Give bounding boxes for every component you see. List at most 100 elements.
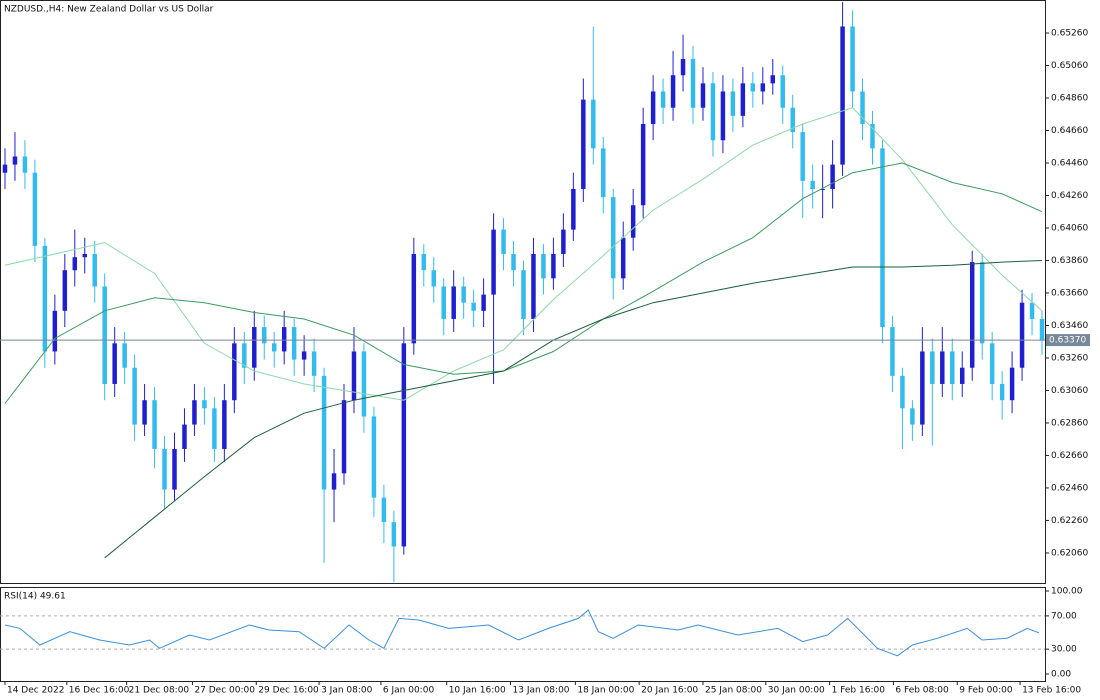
candle-body — [102, 286, 107, 384]
candle-body — [261, 327, 267, 344]
candle-body — [212, 408, 217, 449]
y-tick-label: 0.62660 — [1051, 451, 1088, 461]
candle-body — [491, 229, 496, 295]
candle-body — [232, 343, 237, 401]
candle-body — [222, 400, 227, 449]
x-tick-label: 13 Feb 16:00 — [1022, 686, 1081, 696]
candle-body — [511, 253, 516, 271]
y-tick-label: 0.62260 — [1051, 516, 1088, 526]
candle-body — [72, 257, 78, 271]
rsi-y-tick-label: 100.00 — [1051, 586, 1083, 596]
candle-body — [810, 180, 815, 189]
x-tick-label: 13 Jan 08:00 — [513, 686, 570, 696]
y-tick-label: 0.63460 — [1051, 321, 1088, 331]
candle-body — [421, 253, 427, 271]
candle-body — [930, 351, 935, 384]
candle-body — [910, 408, 915, 425]
candle-body — [1009, 367, 1015, 401]
x-tick-label: 25 Jan 08:00 — [705, 686, 762, 696]
candle-body — [650, 91, 656, 124]
candle-body — [291, 327, 297, 360]
candle-body — [690, 58, 696, 108]
candle-body — [750, 83, 756, 92]
candle-body — [202, 400, 207, 409]
candle-body — [142, 400, 147, 425]
candle-body — [620, 237, 626, 279]
candle-body — [720, 91, 726, 141]
moving-average — [4, 107, 1043, 401]
x-tick-label: 16 Dec 16:00 — [69, 686, 130, 696]
candle-body — [331, 473, 337, 490]
x-tick-label: 30 Jan 00:00 — [768, 686, 825, 696]
candle-body — [281, 327, 287, 352]
candle-body — [271, 343, 277, 352]
candle-body — [591, 99, 596, 149]
x-tick-label: 3 Jan 08:00 — [321, 686, 373, 696]
candle-body — [2, 164, 8, 173]
candle-body — [321, 375, 327, 490]
candle-body — [900, 375, 905, 409]
candle-body — [561, 229, 566, 254]
chart-title: NZDUSD.,H4: New Zealand Dollar vs US Dol… — [4, 5, 214, 15]
moving-average — [104, 260, 1043, 559]
candle-body — [411, 253, 417, 344]
candle-body — [451, 286, 456, 319]
candle-body — [959, 367, 965, 384]
candle-body — [461, 286, 466, 303]
candle-body — [371, 416, 377, 498]
candle-body — [132, 367, 137, 425]
candle-body — [850, 26, 855, 92]
candle-body — [640, 123, 646, 206]
candle-body — [441, 286, 446, 319]
candle-body — [680, 58, 686, 76]
y-tick-label: 0.63860 — [1051, 256, 1088, 266]
rsi-label: RSI(14) 49.61 — [4, 592, 66, 602]
candle-body — [860, 91, 865, 124]
moving-average — [4, 162, 1043, 404]
candle-body — [471, 302, 476, 311]
candle-body — [660, 91, 666, 108]
candle-body — [381, 497, 387, 523]
candle-body — [969, 262, 975, 368]
candle-body — [920, 351, 925, 425]
candle-body — [42, 245, 48, 352]
y-tick-label: 0.65260 — [1051, 28, 1088, 38]
y-tick-label: 0.64260 — [1051, 191, 1088, 201]
candle-body — [1039, 318, 1045, 341]
current-price-box — [1046, 334, 1090, 347]
candle-body — [800, 132, 805, 181]
y-tick-label: 0.65060 — [1051, 61, 1088, 71]
y-tick-label: 0.63260 — [1051, 353, 1088, 363]
candle-body — [630, 205, 636, 238]
candle-body — [341, 400, 347, 474]
candle-body — [830, 164, 835, 189]
candle-body — [989, 343, 995, 384]
candle-body — [601, 148, 606, 198]
rsi-line — [4, 609, 1040, 657]
candle-body — [790, 107, 795, 133]
candle-body — [32, 172, 38, 246]
x-tick-label: 21 Dec 08:00 — [129, 686, 190, 696]
rsi-y-tick-label: 70.00 — [1051, 611, 1077, 621]
y-tick-label: 0.62860 — [1051, 418, 1088, 428]
candle-body — [760, 83, 766, 92]
candle-body — [62, 270, 68, 311]
y-tick-label: 0.62460 — [1051, 483, 1088, 493]
x-tick-label: 27 Dec 00:00 — [194, 686, 255, 696]
candle-body — [122, 343, 127, 368]
candle-body — [501, 229, 506, 254]
candle-body — [610, 197, 616, 279]
y-tick-label: 0.62060 — [1051, 548, 1088, 558]
current-price-label: 0.63370 — [1049, 336, 1086, 346]
candle-body — [840, 26, 845, 165]
candle-body — [82, 253, 88, 258]
x-tick-label: 9 Feb 00:00 — [959, 686, 1013, 696]
candle-body — [581, 99, 586, 189]
x-tick-label: 10 Jan 16:00 — [449, 686, 506, 696]
candle-body — [22, 156, 28, 173]
candle-body — [252, 327, 257, 368]
candle-body — [172, 448, 177, 490]
candle-body — [950, 351, 955, 384]
